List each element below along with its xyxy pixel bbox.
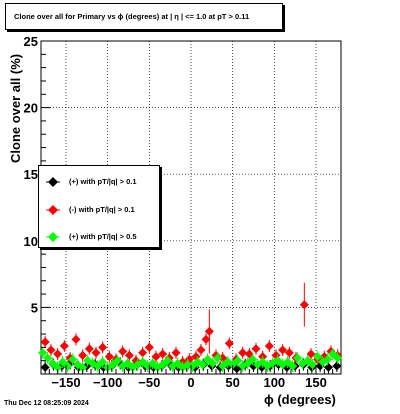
legend-marker-black (46, 177, 60, 187)
data-point (201, 334, 211, 344)
data-point (138, 348, 148, 358)
data-point (104, 352, 114, 362)
x-tick-label: −150 (51, 375, 80, 390)
y-tick-label: 15 (24, 167, 38, 182)
data-point (163, 356, 173, 366)
x-tick-label: 50 (225, 375, 239, 390)
legend-label: (+) with pT/|q| > 0.5 (69, 232, 137, 241)
legend-entry: (+) with pT/|q| > 0.1 (39, 175, 159, 189)
data-point (313, 352, 323, 362)
data-point (198, 360, 208, 370)
data-point (333, 353, 343, 363)
data-point (98, 357, 108, 367)
y-tick-label: 10 (24, 234, 38, 249)
data-point (40, 362, 50, 372)
y-axis-label: Clone over all (%) (8, 53, 23, 163)
x-tick-label: 0 (187, 375, 194, 390)
data-point (324, 362, 333, 372)
grid-lines (41, 40, 341, 374)
data-point (332, 361, 342, 371)
data-point (323, 354, 333, 364)
axes: −150 −100 −50 0 50 100 150 5 10 15 20 25 (24, 34, 342, 390)
title-box: Clone over all for Primary vs ϕ (degrees… (5, 3, 283, 30)
y-tick-label: 5 (31, 300, 38, 315)
x-tick-label: −50 (138, 375, 160, 390)
legend-label: (+) with pT/|q| > 0.1 (69, 177, 137, 186)
legend: (+) with pT/|q| > 0.1 (-) with pT/|q| > … (38, 165, 160, 248)
data-points (38, 282, 343, 375)
y-tick-label: 25 (24, 34, 38, 49)
data-point (238, 348, 248, 358)
data-point (71, 334, 81, 344)
data-point (171, 348, 181, 358)
data-point (158, 349, 168, 359)
data-point (63, 361, 73, 371)
data-point (40, 337, 50, 347)
data-point (53, 362, 63, 372)
data-point (208, 358, 218, 368)
data-point (78, 362, 88, 372)
data-point (84, 344, 94, 354)
data-point (59, 341, 69, 351)
data-point (248, 354, 258, 364)
data-point (278, 345, 288, 355)
legend-marker-red (46, 205, 60, 215)
data-point (224, 338, 234, 348)
data-point (196, 345, 206, 355)
data-point (308, 360, 318, 370)
legend-entry: (+) with pT/|q| > 0.5 (39, 230, 159, 244)
data-point (53, 349, 63, 359)
data-point (113, 356, 123, 366)
y-tick-label: 20 (24, 101, 38, 116)
data-point (306, 349, 316, 359)
data-point (251, 344, 261, 354)
data-point (38, 348, 48, 358)
data-point (91, 348, 101, 358)
legend-label: (-) with pT/|q| > 0.1 (69, 205, 135, 214)
timestamp: Thu Dec 12 08:25:09 2024 (4, 400, 89, 407)
chart-title: Clone over all for Primary vs ϕ (degrees… (14, 12, 250, 21)
x-axis-label: ϕ (degrees) (264, 392, 336, 407)
data-point (46, 345, 56, 355)
data-point (124, 350, 134, 360)
data-point (78, 350, 88, 360)
legend-entry: (-) with pT/|q| > 0.1 (39, 203, 159, 217)
x-tick-label: 100 (263, 375, 285, 390)
data-point (204, 326, 214, 336)
data-point (293, 353, 303, 363)
data-point (151, 352, 161, 362)
data-point (299, 300, 309, 310)
data-point (264, 341, 274, 351)
data-point (98, 342, 108, 352)
data-point (123, 358, 133, 368)
data-point (213, 353, 223, 363)
data-point (144, 342, 154, 352)
x-tick-label: −100 (93, 375, 122, 390)
data-point (118, 346, 128, 356)
data-point (284, 348, 294, 358)
data-point (288, 361, 298, 371)
legend-marker-green (46, 232, 60, 242)
x-tick-label: 150 (305, 375, 327, 390)
data-point (68, 354, 78, 364)
data-point (233, 356, 243, 366)
